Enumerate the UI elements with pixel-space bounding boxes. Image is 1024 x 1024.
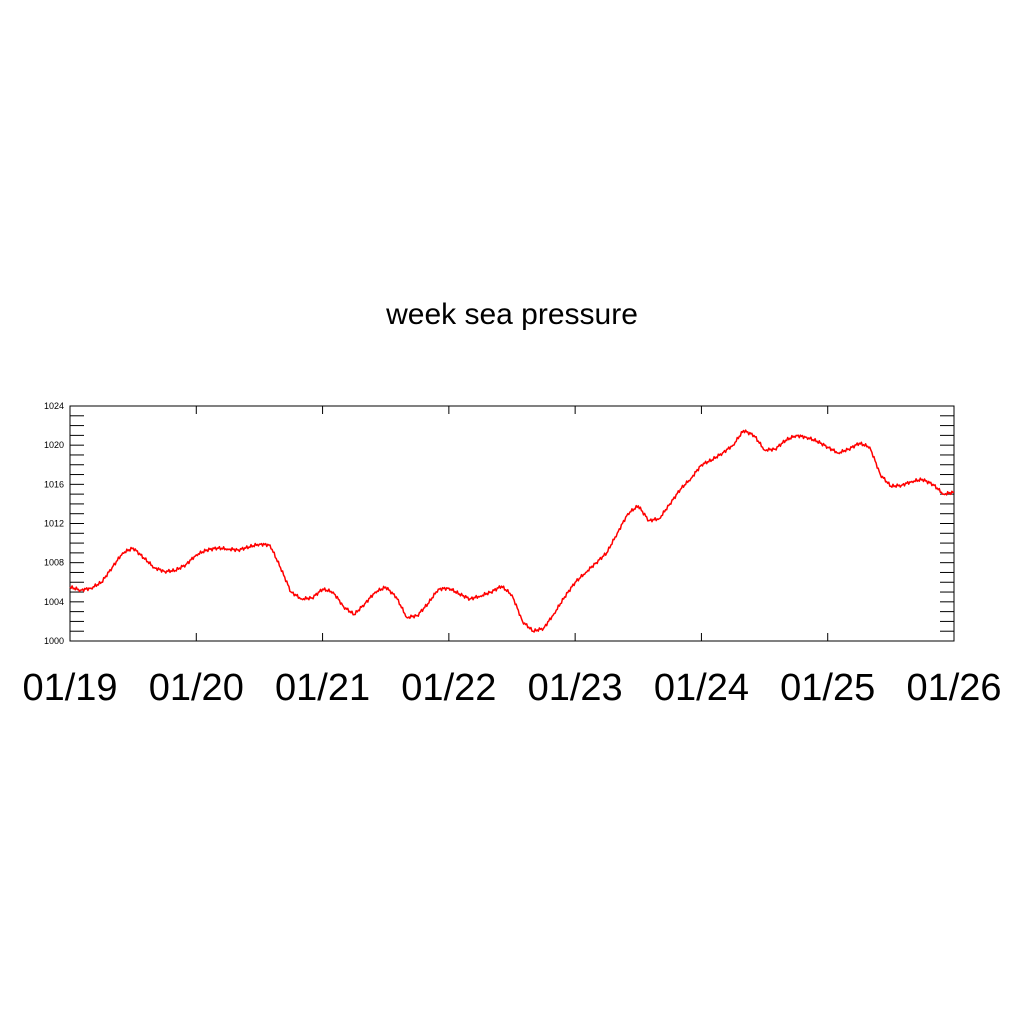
x-tick-label: 01/25 <box>780 667 875 709</box>
x-tick-label: 01/20 <box>149 667 244 709</box>
chart-title: week sea pressure <box>385 298 638 331</box>
y-tick-label: 1020 <box>44 440 64 450</box>
plot-area: 1000 1004 1008 1012 1016 1020 1024 01/19 01/20 01… <box>22 401 1001 709</box>
y-tick-label: 1024 <box>44 401 64 411</box>
x-tick-label: 01/19 <box>22 667 117 709</box>
y-tick-label: 1004 <box>44 597 64 607</box>
y-tick-label: 1000 <box>44 636 64 646</box>
series-line <box>69 429 955 633</box>
x-tick-label: 01/21 <box>275 667 370 709</box>
y-tick-label: 1008 <box>44 558 64 568</box>
plot-frame <box>69 405 955 642</box>
x-tick-label: 01/23 <box>528 667 623 709</box>
y-tick-label: 1016 <box>44 479 64 489</box>
x-tick-label: 01/24 <box>654 667 749 709</box>
x-tick-label: 01/26 <box>906 667 1001 709</box>
y-tick-label: 1012 <box>44 519 64 529</box>
x-tick-label: 01/22 <box>401 667 496 709</box>
